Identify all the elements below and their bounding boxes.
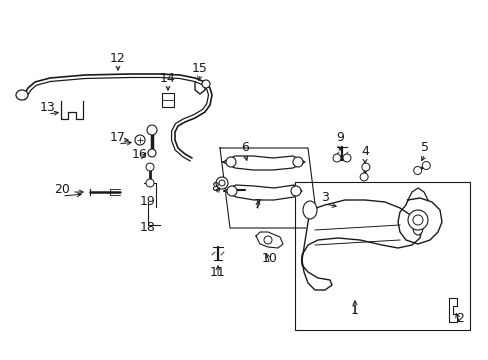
Circle shape (219, 180, 224, 186)
Text: 2: 2 (455, 311, 463, 324)
Ellipse shape (412, 221, 422, 235)
Circle shape (361, 163, 369, 171)
Text: 14: 14 (160, 72, 176, 85)
Circle shape (146, 163, 154, 171)
Polygon shape (220, 148, 317, 228)
Text: 1: 1 (350, 303, 358, 316)
Circle shape (135, 135, 145, 145)
Circle shape (413, 166, 421, 175)
Polygon shape (294, 182, 469, 330)
Text: 6: 6 (241, 141, 248, 154)
Circle shape (264, 236, 271, 244)
Polygon shape (397, 198, 441, 244)
Text: 12: 12 (110, 51, 125, 64)
Text: 15: 15 (192, 62, 207, 75)
Text: 9: 9 (335, 131, 343, 144)
Circle shape (202, 80, 209, 88)
Circle shape (412, 215, 422, 225)
Ellipse shape (290, 186, 301, 196)
Text: 17: 17 (110, 131, 126, 144)
Circle shape (342, 154, 350, 162)
Polygon shape (302, 200, 421, 290)
Ellipse shape (292, 157, 303, 167)
Polygon shape (223, 156, 305, 170)
Text: 3: 3 (321, 192, 328, 204)
Text: 7: 7 (253, 198, 262, 211)
Text: 19: 19 (140, 195, 156, 208)
Circle shape (147, 125, 157, 135)
Text: 11: 11 (210, 265, 225, 279)
Circle shape (407, 210, 427, 230)
Ellipse shape (16, 90, 28, 100)
Bar (162, 93, 174, 107)
Circle shape (148, 149, 156, 157)
Circle shape (422, 162, 429, 170)
Polygon shape (256, 232, 283, 248)
Circle shape (216, 177, 227, 189)
Ellipse shape (225, 157, 236, 167)
Circle shape (146, 179, 154, 187)
Circle shape (332, 154, 340, 162)
Ellipse shape (226, 186, 237, 196)
Text: 5: 5 (420, 141, 428, 154)
Text: 13: 13 (40, 102, 56, 114)
Polygon shape (407, 188, 427, 200)
Text: 18: 18 (140, 221, 156, 234)
Text: 20: 20 (54, 184, 70, 197)
Text: 8: 8 (210, 181, 219, 194)
Text: 16: 16 (132, 148, 147, 162)
Text: 10: 10 (262, 252, 277, 265)
Polygon shape (224, 185, 302, 200)
Text: 4: 4 (360, 145, 368, 158)
Circle shape (359, 173, 367, 181)
Ellipse shape (303, 201, 316, 219)
